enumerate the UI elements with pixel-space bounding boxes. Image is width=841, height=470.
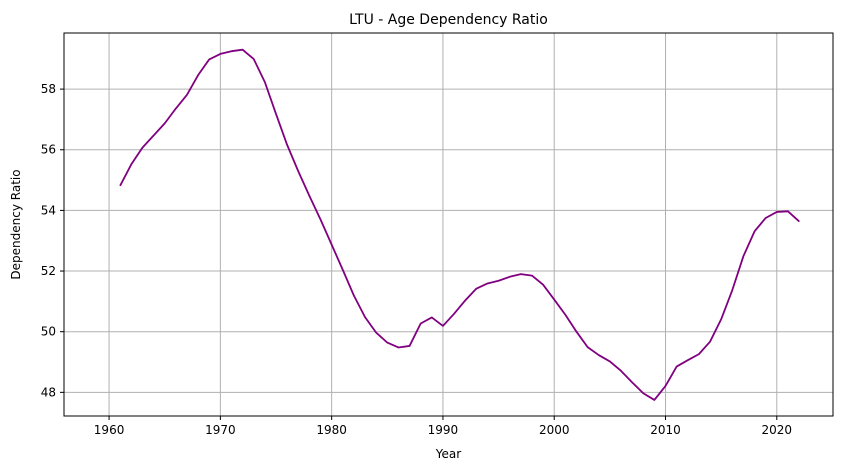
data-point	[609, 360, 611, 363]
x-tick-label: 1970	[205, 423, 236, 437]
data-point	[776, 211, 778, 213]
data-point	[642, 392, 644, 394]
data-point	[453, 313, 455, 315]
data-point	[798, 220, 800, 222]
data-point	[242, 49, 244, 51]
x-tick-label: 2000	[539, 423, 570, 437]
data-point	[175, 107, 177, 110]
data-point	[787, 210, 789, 212]
data-point	[386, 342, 388, 344]
data-point	[397, 346, 400, 349]
grid	[64, 33, 833, 416]
data-point	[230, 50, 233, 52]
data-point	[219, 53, 221, 55]
data-point	[676, 365, 678, 368]
data-point	[664, 385, 667, 387]
data-point	[765, 217, 767, 219]
data-point	[264, 81, 266, 83]
data-point	[475, 288, 477, 290]
data-point	[442, 325, 444, 327]
series-layer	[119, 48, 800, 401]
data-point	[364, 316, 366, 318]
data-point	[531, 274, 533, 277]
data-point	[731, 289, 733, 291]
data-point	[253, 58, 255, 60]
data-point	[186, 94, 188, 96]
data-point	[319, 218, 322, 221]
data-point	[408, 345, 411, 347]
data-point	[420, 322, 422, 325]
data-point	[698, 353, 700, 355]
data-point	[353, 295, 355, 297]
data-point	[709, 341, 711, 343]
data-point	[742, 255, 745, 257]
data-point	[464, 299, 466, 302]
y-tick-label: 54	[41, 203, 56, 217]
data-point	[520, 273, 522, 275]
data-point	[575, 331, 578, 333]
data-point	[753, 230, 756, 232]
plot-frame	[63, 32, 834, 417]
data-point	[308, 195, 310, 197]
y-tick-label: 50	[41, 325, 56, 339]
y-tick-label: 48	[41, 385, 56, 399]
y-axis-title: Dependency Ratio	[9, 169, 23, 279]
data-point	[620, 370, 622, 372]
x-axis-title: Year	[435, 447, 461, 461]
x-tick-label: 1990	[428, 423, 459, 437]
data-point	[542, 284, 544, 286]
data-point	[197, 74, 199, 76]
x-tick-label: 1960	[94, 423, 125, 437]
data-point	[286, 144, 288, 146]
series-line	[119, 48, 800, 401]
data-point	[342, 269, 344, 271]
data-point	[431, 316, 433, 319]
data-point	[141, 147, 144, 149]
data-point	[653, 399, 655, 401]
data-point	[497, 280, 500, 282]
x-tick-label: 2020	[762, 423, 793, 437]
y-tick-label: 58	[41, 82, 56, 96]
chart-title: LTU - Age Dependency Ratio	[349, 12, 548, 28]
y-tick-label: 56	[41, 143, 56, 157]
data-point	[119, 184, 121, 187]
data-point	[375, 332, 377, 334]
data-point	[130, 163, 132, 165]
data-point	[486, 282, 489, 285]
data-point	[598, 354, 600, 356]
data-point	[275, 113, 277, 115]
data-point	[720, 318, 722, 320]
data-point	[564, 314, 566, 316]
data-point	[164, 122, 166, 124]
data-point	[331, 244, 333, 246]
data-point	[631, 381, 633, 383]
x-tick-label: 1980	[316, 423, 347, 437]
data-point	[297, 170, 299, 172]
data-point	[208, 58, 210, 60]
data-point	[152, 134, 155, 137]
y-tick-label: 52	[41, 264, 56, 278]
ticks: 1960 1970 1980 1990 2000 2010 2020 48 50 52 54 56 58	[41, 82, 792, 437]
data-point	[687, 359, 689, 361]
data-point	[553, 298, 555, 301]
data-point	[509, 276, 511, 278]
x-tick-label: 2010	[650, 423, 681, 437]
data-point	[587, 346, 589, 348]
